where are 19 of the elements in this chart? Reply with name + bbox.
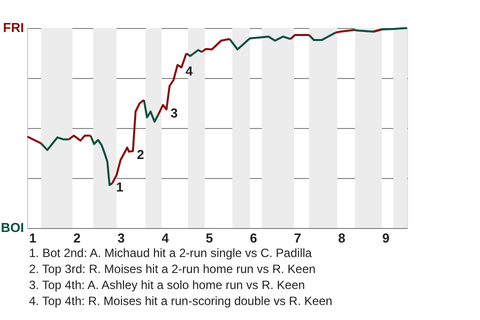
x-tick-label: 1 bbox=[29, 230, 36, 246]
annotation: 4 bbox=[185, 63, 194, 78]
annotation: 3 bbox=[170, 105, 178, 120]
text: BOI bbox=[0, 220, 24, 235]
x-tick-label: 9 bbox=[382, 230, 390, 246]
x-tick-label: 8 bbox=[338, 230, 346, 246]
x-tick-label: 6 bbox=[250, 230, 258, 246]
x-tick-label: 3 bbox=[117, 230, 125, 246]
text: FRI bbox=[3, 20, 24, 35]
x-tick-label: 4 bbox=[162, 230, 170, 246]
annotation: 2 bbox=[136, 147, 144, 162]
text: 1. Bot 2nd: A. Michaud hit a 2-run single vs C. Padilla bbox=[29, 246, 312, 260]
annotation: 1 bbox=[116, 179, 124, 194]
text: 4. Top 4th: R. Moises hit a run-scoring double vs R. Keen bbox=[29, 294, 332, 308]
x-tick-label: 5 bbox=[206, 230, 213, 246]
text: 2. Top 3rd: R. Moises hit a 2-run home run vs R. Keen bbox=[29, 262, 316, 276]
text: 3. Top 4th: A. Ashley hit a solo home run vs R. Keen bbox=[29, 278, 305, 292]
x-tick-label: 7 bbox=[294, 230, 302, 246]
x-tick-label: 2 bbox=[73, 230, 81, 246]
